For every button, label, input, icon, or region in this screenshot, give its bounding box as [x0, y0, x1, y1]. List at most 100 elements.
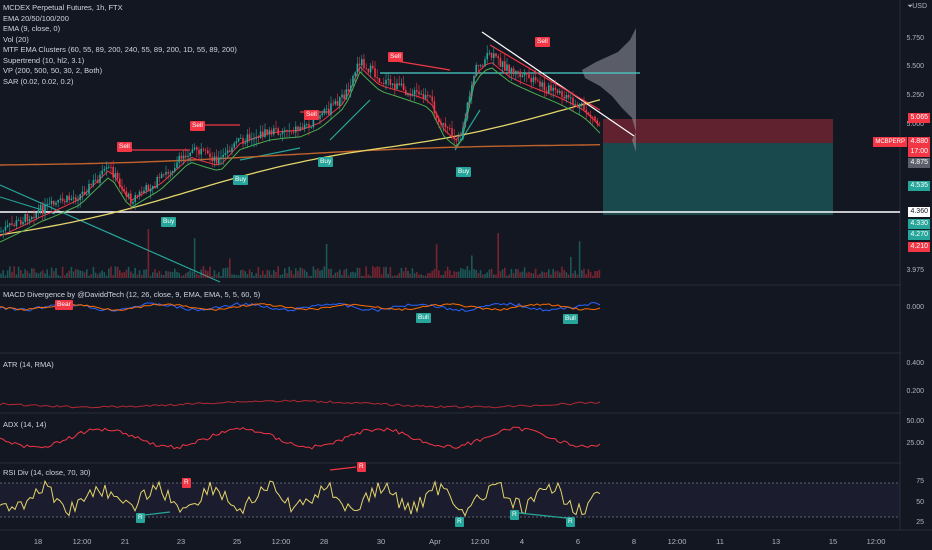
rsi-label[interactable]: RSI Div (14, close, 70, 30) [3, 468, 91, 477]
macd-label[interactable]: MACD Divergence by @DaviddTech (12, 26, … [3, 290, 261, 299]
volume-bar [222, 268, 224, 278]
candle-body [101, 170, 103, 175]
candle-body [517, 70, 519, 72]
candle-body [55, 202, 57, 205]
volume-bar [75, 268, 77, 278]
candle-body [495, 53, 497, 57]
chart-title[interactable]: MCDEX Perpetual Futures, 1h, FTX [3, 3, 123, 12]
candle-body [400, 83, 403, 86]
volume-bar [295, 268, 297, 278]
candle-body [589, 114, 592, 117]
volume-bar [237, 275, 240, 278]
candle-body [576, 104, 579, 107]
volume-bar [354, 272, 356, 278]
candle-body [374, 68, 376, 78]
candle-body [39, 204, 42, 210]
candle-body [413, 90, 416, 95]
volume-bar [484, 274, 486, 278]
volume-bar [202, 266, 205, 278]
volume-bar [248, 269, 251, 278]
time-tick: 30 [376, 537, 386, 546]
adx-label[interactable]: ADX (14, 14) [3, 420, 47, 429]
candle-body [262, 131, 264, 138]
volume-bar [405, 267, 407, 278]
candle-body [266, 129, 268, 135]
candle-body [565, 94, 568, 99]
legend-supertrend[interactable]: Supertrend (10, hl2, 3.1) [3, 55, 85, 65]
candle-body [356, 63, 359, 73]
time-tick: 21 [120, 537, 130, 546]
ema-200-line [0, 144, 601, 166]
volume-bar [301, 268, 304, 278]
volume-bar [121, 272, 123, 278]
volume-bar [400, 267, 403, 278]
candle-body [585, 109, 587, 113]
atr-label[interactable]: ATR (14, RMA) [3, 360, 54, 369]
teal-trendline-2 [0, 196, 56, 215]
legend-ema-cluster[interactable]: EMA 20/50/100/200 [3, 13, 69, 23]
candle-body [231, 147, 233, 153]
volume-bar [61, 266, 64, 278]
candle-body [112, 166, 114, 178]
candle-body [367, 68, 370, 73]
volume-bar [35, 272, 37, 278]
candle-body [398, 83, 400, 86]
candle-body [83, 191, 86, 195]
volume-bar [83, 272, 86, 278]
legend-mtf-ema[interactable]: MTF EMA Clusters (60, 55, 89, 200, 240, … [3, 45, 237, 54]
candle-body [545, 90, 548, 94]
candle-body [594, 116, 596, 121]
volume-bar [200, 269, 202, 278]
volume-bar [299, 267, 301, 278]
volume-bar [493, 274, 495, 278]
volume-bar [367, 274, 370, 278]
currency-label[interactable]: USD [912, 3, 927, 10]
volume-bar [193, 238, 196, 278]
volume-bar [506, 275, 508, 278]
legend-ema9[interactable]: EMA (9, close, 0) [3, 24, 61, 33]
volume-bar [504, 267, 506, 278]
candle-body [482, 65, 484, 67]
volume-bar [108, 268, 110, 278]
candle-body [114, 172, 117, 178]
volume-bar [92, 266, 95, 278]
volume-bar [39, 271, 42, 278]
candle-body [486, 53, 488, 60]
candle-body [156, 177, 158, 188]
volume-bar [589, 271, 592, 278]
candle-body [468, 96, 471, 103]
legend-volume[interactable]: Vol (20) [3, 34, 29, 44]
volume-bar [332, 274, 334, 278]
volume-bar [310, 275, 312, 278]
volume-bar [182, 275, 185, 278]
legend-sar[interactable]: SAR (0.02, 0.02, 0.2) [3, 76, 74, 86]
volume-bar [530, 272, 532, 278]
volume-bar [464, 269, 466, 278]
candle-body [127, 193, 130, 197]
volume-bar [136, 274, 139, 278]
candle-body [325, 108, 328, 110]
resistance-trendline [481, 31, 635, 137]
candle-body [440, 122, 442, 125]
legend-vp[interactable]: VP (200, 500, 50, 30, 2, Both) [3, 66, 103, 75]
volume-bar [279, 274, 282, 278]
volume-bar [198, 275, 200, 278]
volume-bar [26, 271, 29, 278]
volume-bar [191, 271, 194, 278]
candle-body [506, 64, 508, 71]
volume-bar [178, 272, 180, 278]
alert-icon[interactable]: ⏷ [907, 3, 913, 10]
volume-bar [149, 275, 152, 278]
volume-bar [497, 233, 499, 278]
candle-body [380, 82, 383, 84]
volume-bar [189, 270, 191, 278]
time-tick: 12:00 [72, 537, 92, 546]
volume-bar [532, 273, 535, 278]
candle-body [61, 198, 64, 202]
volume-bar [127, 266, 130, 278]
volume-bar [31, 268, 33, 278]
candle-body [473, 76, 475, 86]
candle-body [396, 83, 398, 90]
